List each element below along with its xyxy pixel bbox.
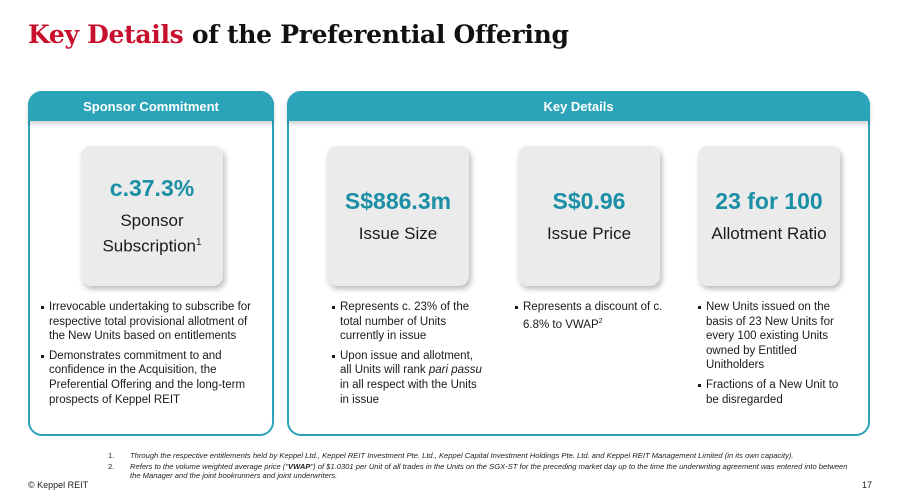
issue-price-card: S$0.96 Issue Price (518, 146, 660, 286)
footnote-ref-1: 1 (196, 236, 202, 248)
allotment-ratio-bullet: Fractions of a New Unit to be disregarde… (698, 378, 848, 407)
pari-passu-text: pari passu (428, 364, 482, 377)
copyright-text: © Keppel REIT (28, 480, 89, 490)
sponsor-subscription-label-line2: Subscription (102, 236, 196, 256)
allotment-ratio-label: Allotment Ratio (711, 223, 827, 243)
issue-size-label: Issue Size (358, 223, 438, 243)
sponsor-subscription-label-line1: Sponsor (120, 210, 184, 230)
slide-title-accent: Key Details (28, 20, 184, 49)
allotment-ratio-card: 23 for 100 Allotment Ratio (698, 146, 840, 286)
key-details-panel: Key Details S$886.3m Issue Size Represen… (287, 91, 870, 436)
allotment-ratio-bullet-list: New Units issued on the basis of 23 New … (698, 300, 848, 412)
footnote-2-number: 2. (108, 461, 115, 471)
sponsor-subscription-value: c.37.3% (109, 174, 195, 201)
sponsor-bullet: Irrevocable undertaking to subscribe for… (41, 300, 263, 344)
sponsor-subscription-label: Sponsor Subscription1 (102, 210, 201, 258)
sponsor-bullet: Demonstrates commitment to and confidenc… (41, 349, 263, 407)
sponsor-bullet-list: Irrevocable undertaking to subscribe for… (41, 300, 263, 412)
footnote-1: 1. Through the respective entitlements h… (108, 451, 848, 461)
footnote-ref-2: 2 (598, 317, 603, 325)
footnote-1-number: 1. (108, 451, 115, 460)
footnote-2: 2. Refers to the volume weighted average… (108, 462, 848, 481)
issue-size-bullet-list: Represents c. 23% of the total number of… (332, 300, 482, 412)
issue-size-value: S$886.3m (344, 187, 452, 214)
issue-price-bullet-list: Represents a discount of c. 6.8% to VWAP… (515, 300, 665, 337)
issue-size-card: S$886.3m Issue Size (327, 146, 469, 286)
allotment-ratio-bullet: New Units issued on the basis of 23 New … (698, 300, 848, 373)
page-number: 17 (862, 480, 873, 490)
slide-title-rest: of the Preferential Offering (191, 20, 569, 49)
sponsor-subscription-card: c.37.3% Sponsor Subscription1 (81, 146, 223, 286)
issue-size-bullet-text: in all respect with the Units in issue (340, 378, 477, 406)
issue-size-bullet: Represents c. 23% of the total number of… (332, 300, 482, 344)
footnote-2-text: ") of $1.0301 per Unit of all trades in … (130, 461, 848, 481)
slide-title: Key Details of the Preferential Offering (28, 20, 569, 49)
vwap-term: VWAP (288, 461, 311, 471)
issue-size-bullet: Upon issue and allotment, all Units will… (332, 349, 482, 407)
issue-price-bullet-text: Represents a discount of c. 6.8% to VWAP (523, 301, 663, 331)
issue-price-bullet: Represents a discount of c. 6.8% to VWAP… (515, 300, 665, 332)
sponsor-commitment-panel: Sponsor Commitment c.37.3% Sponsor Subsc… (28, 91, 274, 436)
footnote-1-text: Through the respective entitlements held… (130, 451, 794, 460)
issue-size-bullet-text: Upon issue and allotment, all Units will… (340, 349, 473, 377)
sponsor-commitment-header: Sponsor Commitment (28, 91, 274, 121)
issue-price-label: Issue Price (546, 223, 632, 243)
issue-price-value: S$0.96 (552, 187, 626, 214)
allotment-ratio-value: 23 for 100 (715, 187, 823, 214)
footnotes: 1. Through the respective entitlements h… (108, 451, 848, 482)
key-details-header: Key Details (287, 91, 870, 121)
footnote-2-text: Refers to the volume weighted average pr… (130, 461, 289, 471)
